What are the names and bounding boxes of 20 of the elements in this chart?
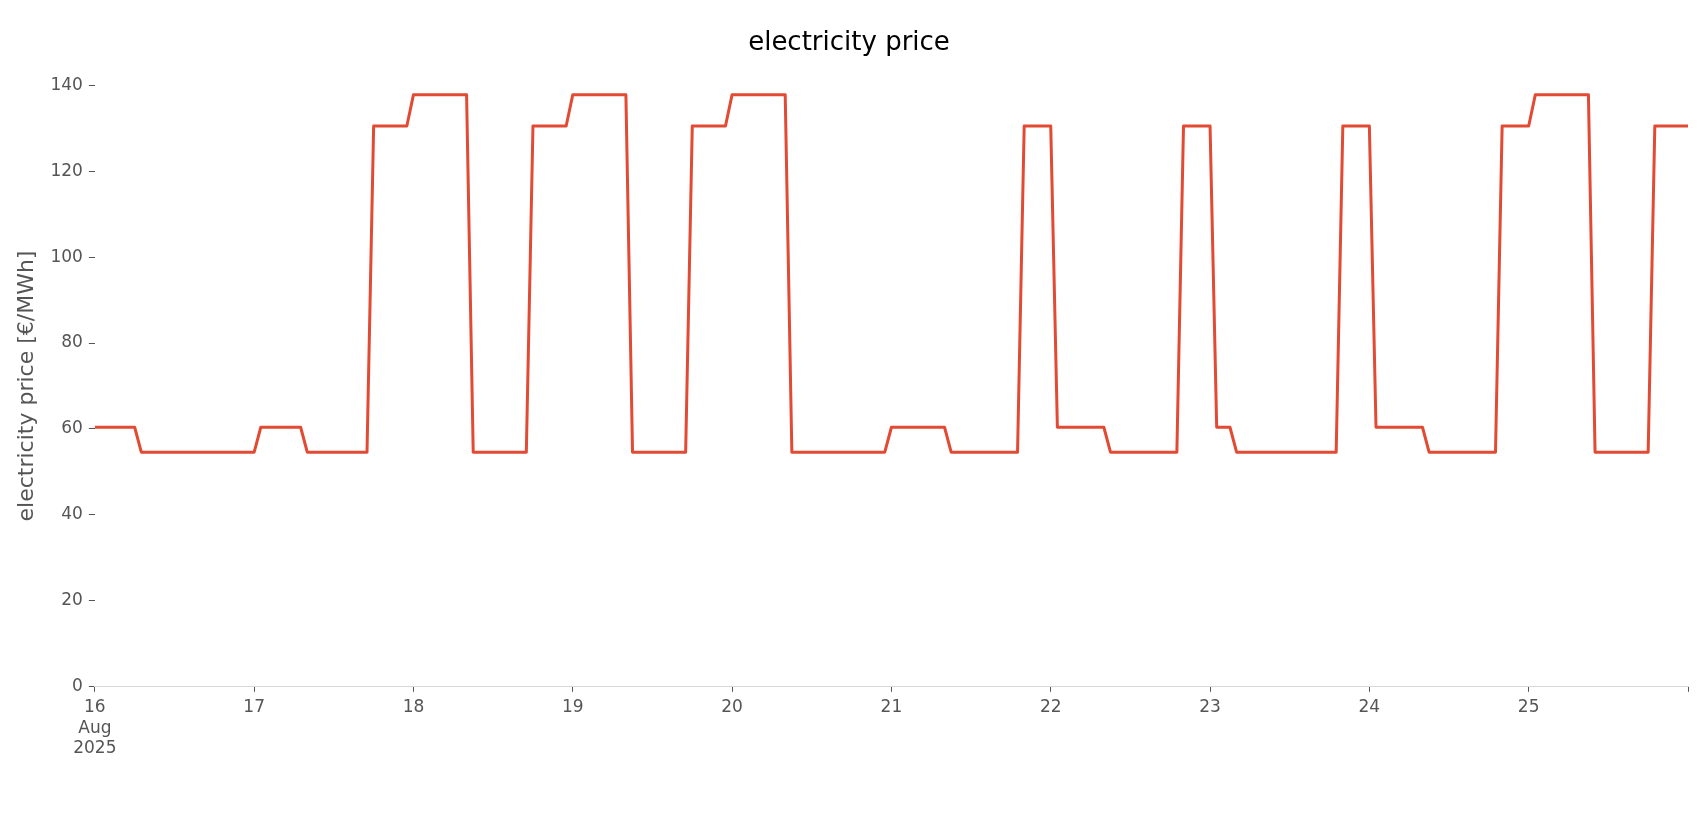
y-tick-label: 40 <box>61 503 83 524</box>
x-tick-label: 16 Aug 2025 <box>73 696 117 758</box>
y-tick-label: 120 <box>50 159 83 180</box>
y-tick-label: 20 <box>61 589 83 610</box>
x-tick-label: 17 <box>243 696 265 717</box>
y-tick-label: 100 <box>50 245 83 266</box>
x-tick-label: 20 <box>721 696 743 717</box>
x-tick-label: 25 <box>1517 696 1540 717</box>
x-tick-label: 23 <box>1199 696 1221 717</box>
y-tick-label: 140 <box>50 73 83 94</box>
y-axis-title: electricity price [€/MWh] <box>12 250 38 522</box>
y-tick-label: 0 <box>72 675 83 696</box>
x-tick-label: 24 <box>1358 696 1381 717</box>
chart-title: electricity price <box>748 26 950 57</box>
x-tick-label: 22 <box>1039 696 1062 717</box>
x-tick-label: 18 <box>402 696 425 717</box>
x-tick-label: 21 <box>880 696 903 717</box>
y-tick-label: 80 <box>61 331 83 352</box>
x-tick-label: 19 <box>561 696 584 717</box>
y-tick-label: 60 <box>61 417 83 438</box>
